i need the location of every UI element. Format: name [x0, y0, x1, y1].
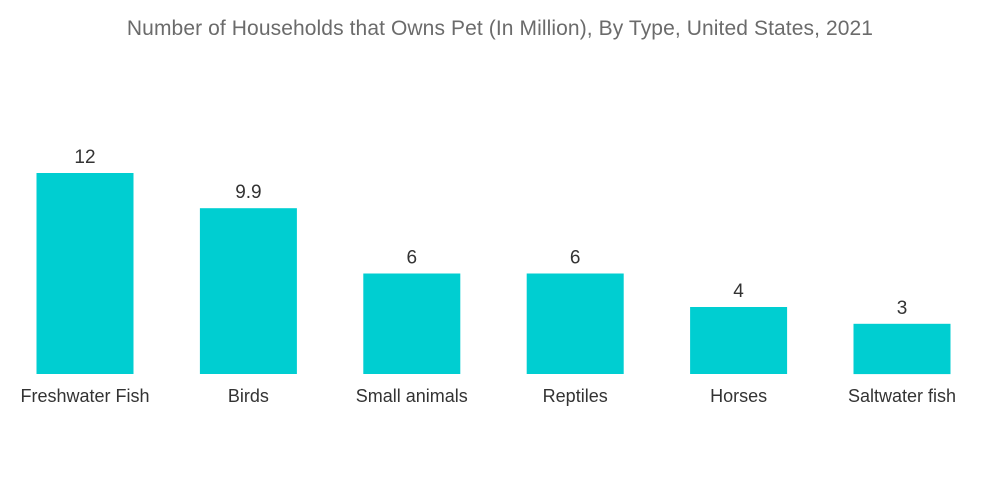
category-label: Horses	[710, 386, 767, 406]
bar-saltwater-fish	[853, 323, 951, 375]
value-label: 3	[897, 298, 908, 319]
category-label: Birds	[228, 386, 269, 406]
category-label: Freshwater Fish	[20, 386, 149, 406]
category-labels-group: Freshwater Fish Birds Small animals Reptile…	[20, 386, 956, 406]
bar-reptiles	[526, 273, 624, 374]
category-label: Saltwater fish	[848, 386, 956, 406]
category-label: Reptiles	[543, 386, 608, 406]
value-label: 6	[407, 248, 418, 269]
value-label: 6	[570, 248, 581, 269]
category-label: Small animals	[356, 386, 468, 406]
bar-freshwater-fish	[36, 173, 134, 374]
chart-title: Number of Households that Owns Pet (In M…	[126, 17, 874, 40]
value-label: 9.9	[235, 182, 261, 203]
bar-horses	[690, 307, 788, 374]
value-label: 12	[74, 147, 95, 168]
bars-group	[36, 173, 951, 375]
value-labels-group: 12 9.9 6 6 4 3	[74, 147, 907, 319]
value-label: 4	[733, 281, 744, 302]
bar-birds	[199, 208, 297, 374]
bar-small-animals	[363, 273, 461, 374]
